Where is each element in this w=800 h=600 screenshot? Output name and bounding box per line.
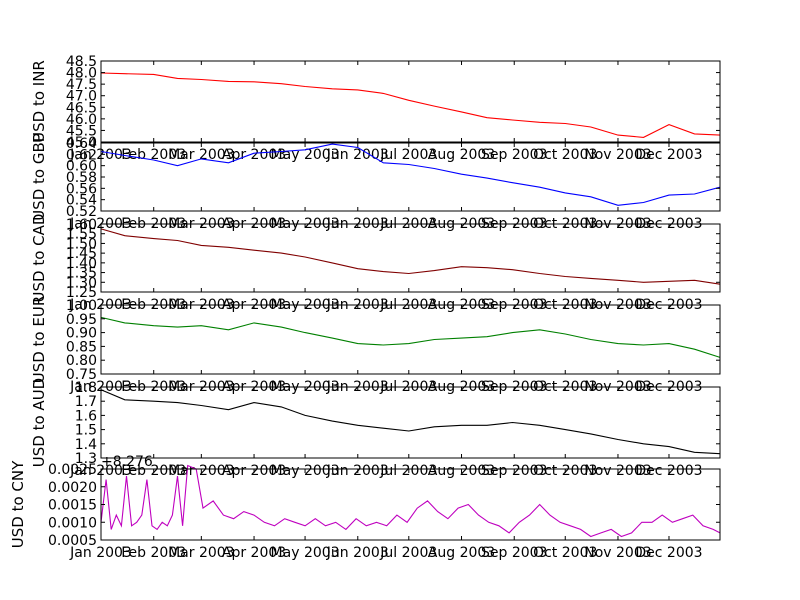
y-tick-label: 48.0 — [66, 66, 97, 82]
x-tick-label: Sep 2003 — [481, 545, 547, 561]
y-tick-label: 1.4 — [75, 437, 97, 453]
y-axis-label: USD to AUD — [30, 378, 48, 467]
x-tick-label: Nov 2003 — [584, 147, 651, 163]
y-tick-label: 0.75 — [66, 367, 97, 383]
y-axis-label: USD to INR — [30, 60, 48, 143]
axes-frame — [100, 223, 721, 293]
x-tick-label: Jan 2003 — [69, 545, 132, 561]
series-line — [100, 464, 721, 538]
series-line — [100, 316, 721, 358]
y-tick-label: 47.0 — [66, 89, 97, 105]
y-tick-label: 45.5 — [66, 123, 97, 139]
y-tick-label: 45.0 — [66, 135, 97, 151]
x-tick-label: Dec 2003 — [635, 147, 702, 163]
x-tick-label: Nov 2003 — [584, 545, 651, 561]
x-tick-label: Dec 2003 — [635, 545, 702, 561]
y-tick-label: 0.54 — [66, 193, 97, 209]
x-tick-label: Oct 2003 — [533, 545, 597, 561]
y-tick-label: 1.60 — [66, 217, 97, 233]
series-line — [100, 143, 721, 206]
y-tick-label: 0.0010 — [48, 515, 97, 531]
y-tick-label: 0.95 — [66, 312, 97, 328]
x-tick-label: Jul 2003 — [379, 545, 437, 561]
axes-frame — [100, 386, 721, 459]
x-tick-label: Aug 2003 — [428, 147, 495, 163]
y-tick-label: 0.52 — [66, 204, 97, 220]
y-tick-label: 1.40 — [66, 256, 97, 272]
x-tick-label: Mar 2003 — [168, 147, 235, 163]
y-tick-label: 0.56 — [66, 181, 97, 197]
y-tick-label: 1.55 — [66, 227, 97, 243]
y-tick-label: 1.7 — [75, 394, 97, 410]
y-axis-label: USD to CNY — [9, 460, 27, 548]
y-tick-label: 1.50 — [66, 236, 97, 252]
y-offset-label: +8.276 — [101, 454, 153, 470]
x-tick-label: Feb 2003 — [121, 147, 186, 163]
y-tick-label: 1.5 — [75, 423, 97, 439]
y-tick-label: 0.90 — [66, 326, 97, 342]
x-tick-label: Jun 2003 — [326, 147, 389, 163]
y-tick-label: 48.5 — [66, 54, 97, 70]
x-tick-label: Aug 2003 — [428, 545, 495, 561]
y-tick-label: 1.25 — [66, 285, 97, 301]
y-tick-label: 0.0025 — [48, 462, 97, 478]
y-tick-label: 47.5 — [66, 77, 97, 93]
series-line — [100, 228, 721, 285]
x-tick-label: Apr 2003 — [222, 545, 286, 561]
y-tick-label: 1.45 — [66, 246, 97, 262]
y-axis-label: USD to EUR — [30, 296, 48, 384]
y-axis-label: USD to GBP — [30, 133, 48, 221]
y-tick-label: 1.00 — [66, 298, 97, 314]
y-tick-label: 0.58 — [66, 170, 97, 186]
y-tick-label: 0.0005 — [48, 533, 97, 549]
y-axis-label: USD to CAD — [30, 214, 48, 303]
y-tick-label: 1.30 — [66, 275, 97, 291]
x-tick-label: Feb 2003 — [121, 545, 186, 561]
x-tick-label: Mar 2003 — [168, 545, 235, 561]
y-tick-label: 46.5 — [66, 100, 97, 116]
y-tick-label: 0.64 — [66, 136, 97, 152]
axes-frame — [100, 468, 721, 541]
axes-frame — [100, 304, 721, 375]
series-line — [100, 389, 721, 455]
y-tick-label: 1.6 — [75, 408, 97, 424]
x-tick-label: Sep 2003 — [481, 147, 547, 163]
y-tick-label: 0.62 — [66, 147, 97, 163]
x-tick-label: May 2003 — [271, 545, 340, 561]
y-tick-label: 1.3 — [75, 451, 97, 467]
x-tick-label: Jun 2003 — [326, 545, 389, 561]
x-tick-label: Jul 2003 — [379, 147, 437, 163]
y-tick-label: 0.60 — [66, 159, 97, 175]
y-tick-label: 1.8 — [75, 380, 97, 396]
y-tick-label: 0.0020 — [48, 480, 97, 496]
series-line — [100, 72, 721, 138]
axes-frame — [100, 60, 721, 143]
y-tick-label: 0.85 — [66, 339, 97, 355]
x-tick-label: Oct 2003 — [533, 147, 597, 163]
y-tick-label: 1.35 — [66, 266, 97, 282]
y-tick-label: 0.0015 — [48, 498, 97, 514]
y-tick-label: 46.0 — [66, 112, 97, 128]
y-tick-label: 0.80 — [66, 353, 97, 369]
